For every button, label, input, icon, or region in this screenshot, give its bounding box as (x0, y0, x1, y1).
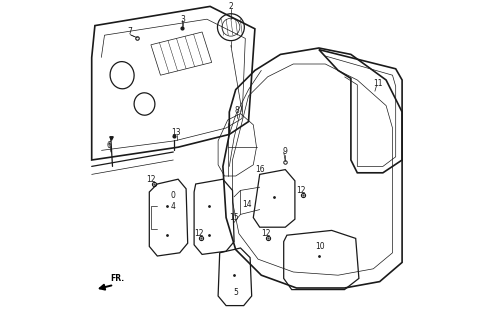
Text: FR.: FR. (110, 274, 124, 283)
Text: 16: 16 (255, 165, 264, 174)
Text: 7: 7 (128, 28, 133, 36)
Text: 12: 12 (297, 186, 306, 195)
Text: 6: 6 (107, 141, 112, 150)
Text: 12: 12 (261, 229, 271, 238)
Text: 14: 14 (242, 200, 251, 209)
Text: 13: 13 (171, 128, 181, 137)
Text: 9: 9 (283, 148, 288, 156)
Text: 2: 2 (229, 2, 233, 11)
Text: 12: 12 (194, 229, 204, 238)
Text: 3: 3 (180, 15, 185, 24)
Text: 11: 11 (373, 79, 383, 88)
Text: 4: 4 (171, 202, 176, 211)
Text: 15: 15 (229, 213, 239, 222)
Text: 12: 12 (146, 175, 156, 184)
Text: 10: 10 (316, 242, 326, 251)
Text: 8: 8 (235, 106, 240, 115)
Text: 5: 5 (233, 288, 238, 297)
Text: 0: 0 (171, 191, 176, 200)
